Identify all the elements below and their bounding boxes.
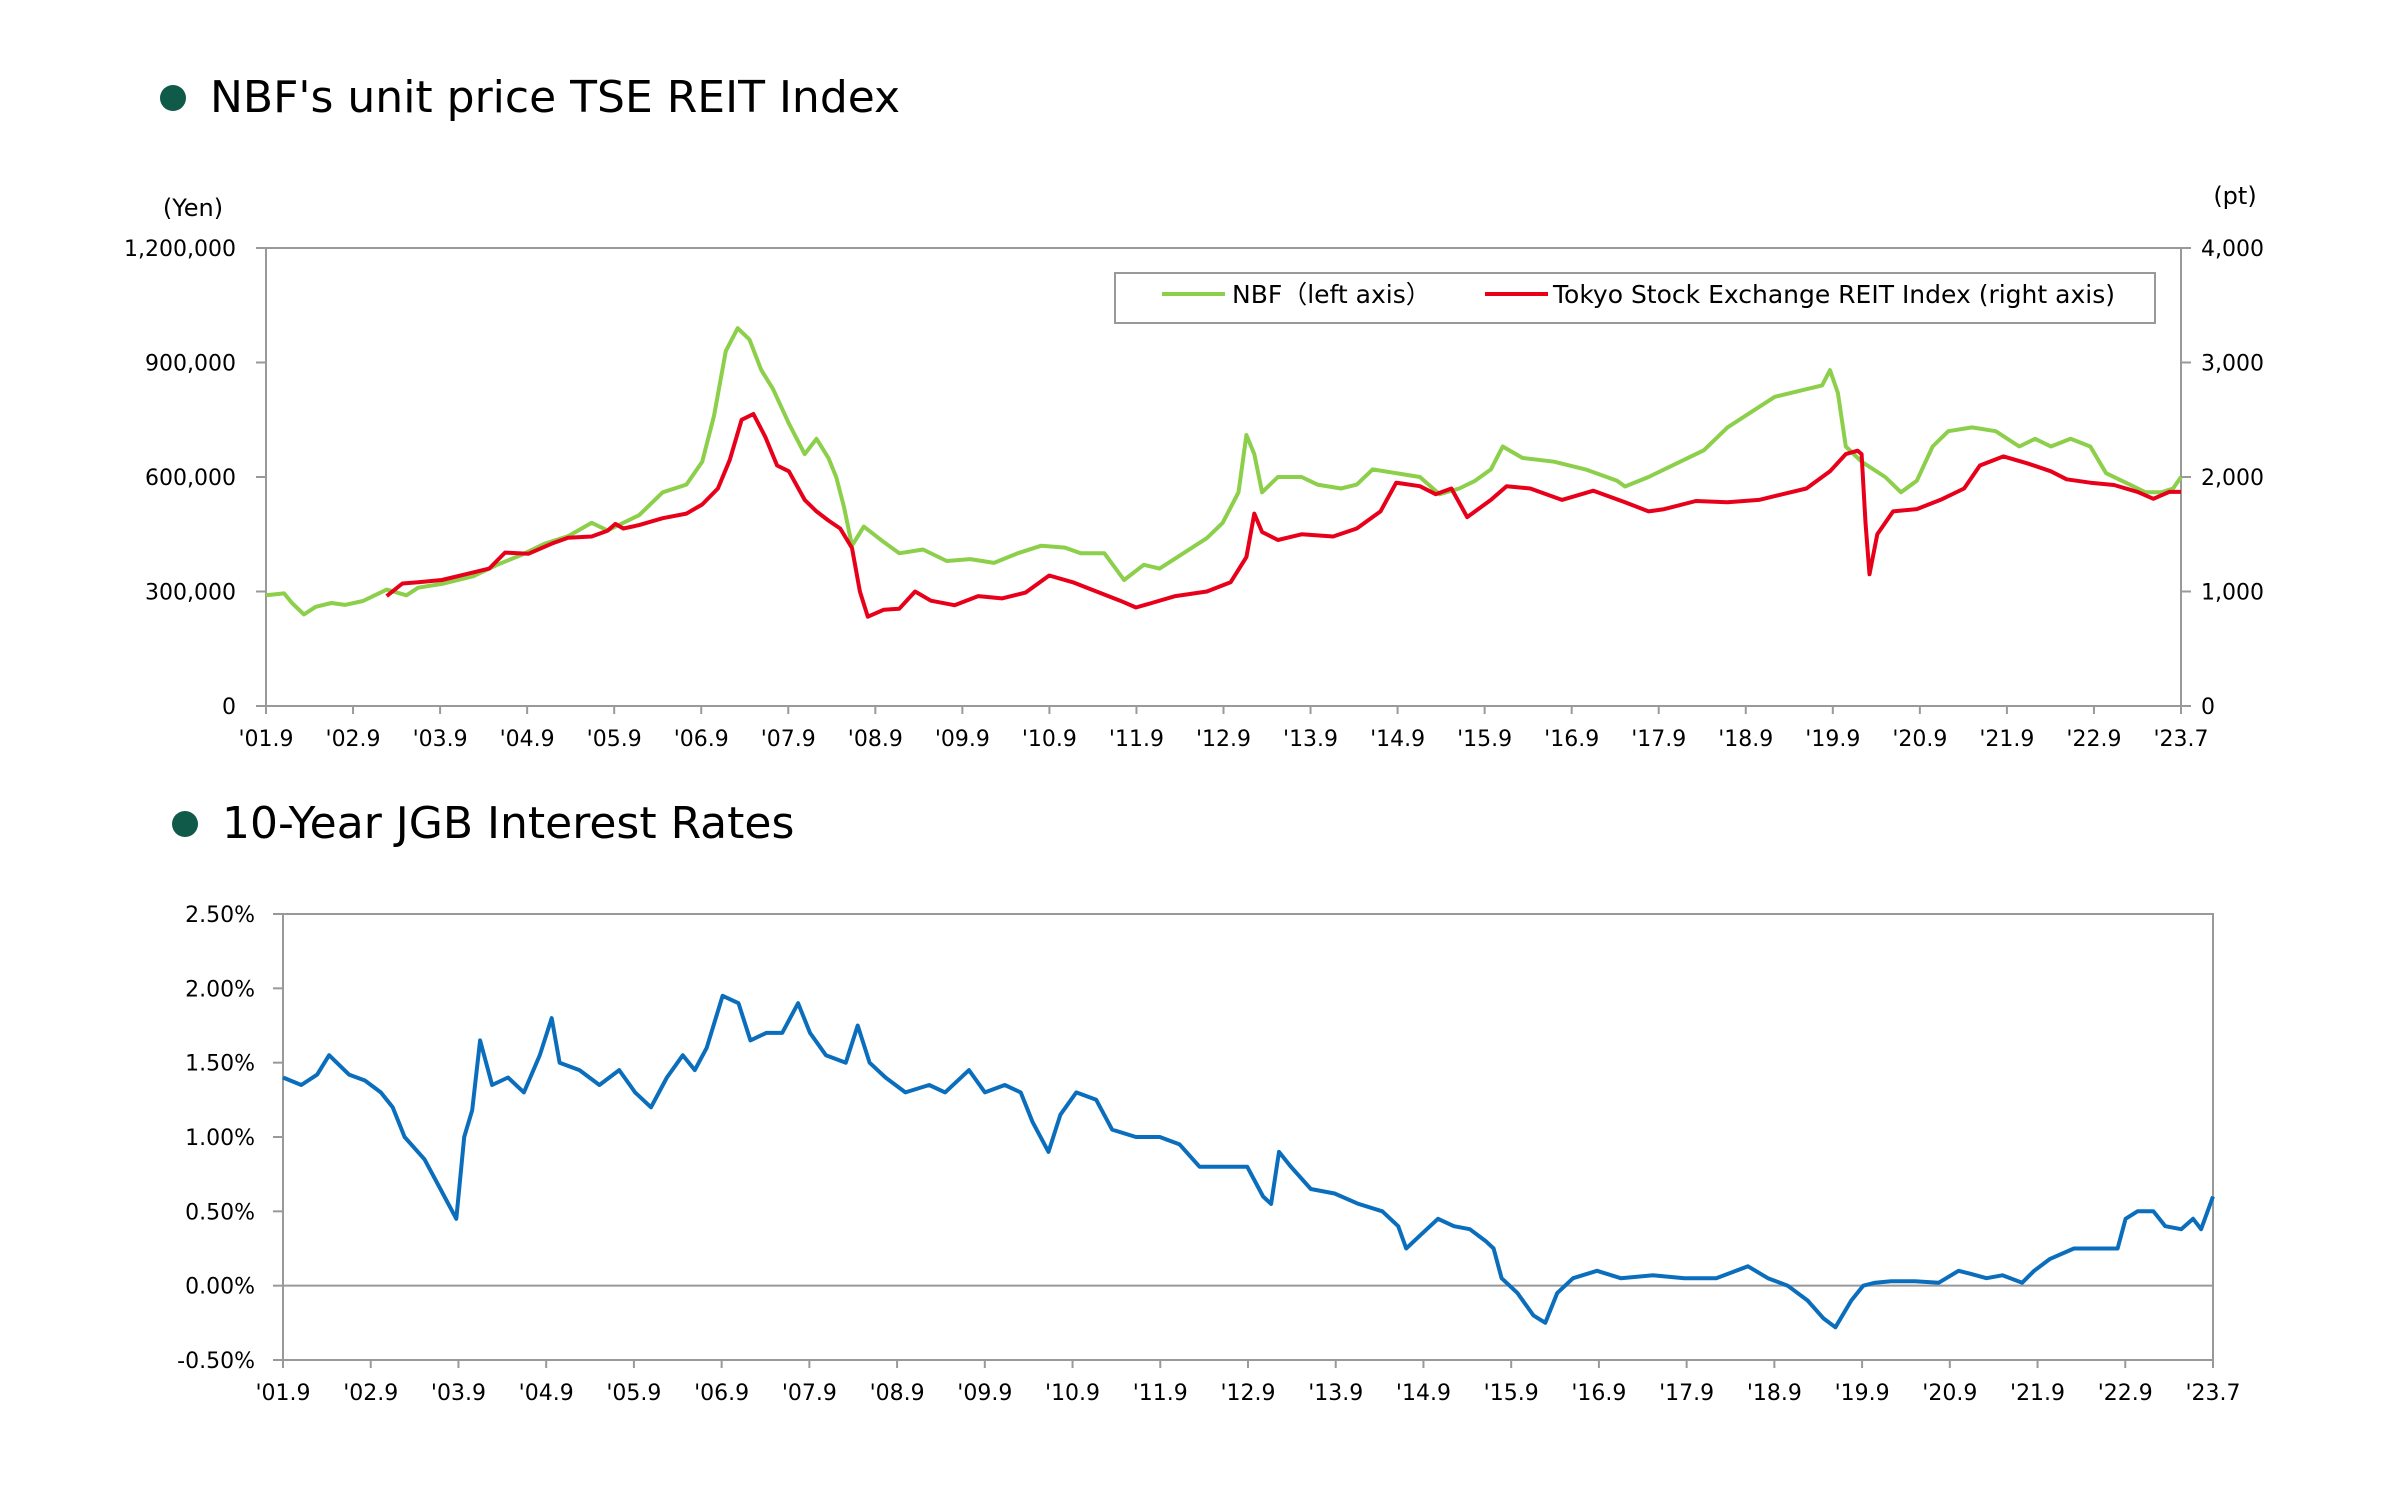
chart2-x-tick-label: '02.9 bbox=[343, 1381, 398, 1406]
chart1-x-tick-label: '10.9 bbox=[1022, 727, 1077, 752]
chart1-left-tick-label: 600,000 bbox=[145, 466, 236, 491]
chart2-x-tick-label: '20.9 bbox=[1922, 1381, 1977, 1406]
chart1-x-tick-label: '07.9 bbox=[761, 727, 816, 752]
chart1-x-tick-label: '02.9 bbox=[326, 727, 381, 752]
chart1-x-tick-label: '15.9 bbox=[1457, 727, 1512, 752]
legend-label-nbf: NBF（left axis） bbox=[1232, 280, 1431, 309]
chart2-x-tick-label: '11.9 bbox=[1133, 1381, 1188, 1406]
chart1-right-tick-label: 4,000 bbox=[2201, 237, 2264, 262]
chart2-x-tick-label: '06.9 bbox=[694, 1381, 749, 1406]
chart2-x-tick-label: '19.9 bbox=[1835, 1381, 1890, 1406]
chart2-x-tick-label: '15.9 bbox=[1484, 1381, 1539, 1406]
chart1-x-tick-label: '22.9 bbox=[2066, 727, 2121, 752]
series-line-nbf bbox=[265, 326, 2183, 617]
chart1-right-tick-label: 2,000 bbox=[2201, 466, 2264, 491]
chart1-x-tick-label: '04.9 bbox=[500, 727, 555, 752]
chart2-x-tick-label: '18.9 bbox=[1747, 1381, 1802, 1406]
chart2-x-tick-label: '10.9 bbox=[1045, 1381, 1100, 1406]
section-title-nbf: NBF's unit price TSE REIT Index bbox=[160, 72, 900, 123]
section-title-jgb: 10-Year JGB Interest Rates bbox=[172, 798, 794, 849]
chart1-left-unit: (Yen) bbox=[163, 194, 223, 222]
chart1-x-tick-label: '11.9 bbox=[1109, 727, 1164, 752]
series-line-reit bbox=[385, 412, 2181, 619]
chart2-x-tick-label: '22.9 bbox=[2098, 1381, 2153, 1406]
chart2-x-tick-label: '08.9 bbox=[870, 1381, 925, 1406]
chart2-y-tick-label: 1.50% bbox=[185, 1052, 255, 1077]
chart2-y-tick-label: 1.00% bbox=[185, 1126, 255, 1151]
chart2-x-tick-label: '05.9 bbox=[606, 1381, 661, 1406]
chart2-x-tick-label: '07.9 bbox=[782, 1381, 837, 1406]
legend-label-reit: Tokyo Stock Exchange REIT Index (right a… bbox=[1552, 280, 2115, 309]
chart1-x-tick-label: '23.7 bbox=[2153, 727, 2208, 752]
chart1-right-tick-label: 1,000 bbox=[2201, 581, 2264, 606]
chart2-y-tick-label: 0.00% bbox=[185, 1275, 255, 1300]
chart2-y-tick-label: 2.00% bbox=[185, 977, 255, 1002]
chart1-x-tick-label: '19.9 bbox=[1805, 727, 1860, 752]
chart1-left-tick-label: 900,000 bbox=[145, 352, 236, 377]
chart2-x-tick-label: '23.7 bbox=[2185, 1381, 2240, 1406]
chart1-x-tick-label: '08.9 bbox=[848, 727, 903, 752]
chart1-legend bbox=[1114, 272, 2156, 324]
chart1-right-unit: (pt) bbox=[2213, 182, 2256, 210]
chart1-left-tick-label: 0 bbox=[222, 695, 236, 720]
chart2-x-tick-label: '12.9 bbox=[1220, 1381, 1275, 1406]
chart2-y-tick-label: 2.50% bbox=[185, 903, 255, 928]
chart1-right-tick-label: 0 bbox=[2201, 695, 2215, 720]
chart1-x-tick-label: '06.9 bbox=[674, 727, 729, 752]
chart1-x-tick-label: '17.9 bbox=[1631, 727, 1686, 752]
chart1-title: NBF's unit price TSE REIT Index bbox=[210, 72, 901, 123]
chart1-x-tick-label: '01.9 bbox=[238, 727, 293, 752]
chart2-x-tick-label: '09.9 bbox=[957, 1381, 1012, 1406]
chart1-left-tick-label: 1,200,000 bbox=[124, 237, 236, 262]
chart2-y-tick-label: -0.50% bbox=[177, 1349, 255, 1374]
chart1-x-tick-label: '13.9 bbox=[1283, 727, 1338, 752]
chart2-y-tick-label: 0.50% bbox=[185, 1200, 255, 1225]
chart2-x-tick-label: '01.9 bbox=[255, 1381, 310, 1406]
chart2-x-tick-label: '14.9 bbox=[1396, 1381, 1451, 1406]
chart2-x-tick-label: '21.9 bbox=[2010, 1381, 2065, 1406]
chart1-x-tick-label: '18.9 bbox=[1718, 727, 1773, 752]
chart2-x-tick-label: '17.9 bbox=[1659, 1381, 1714, 1406]
bullet-icon bbox=[172, 810, 198, 837]
chart2-x-tick-label: '03.9 bbox=[431, 1381, 486, 1406]
chart2-x-tick-label: '16.9 bbox=[1571, 1381, 1626, 1406]
chart1-right-tick-label: 3,000 bbox=[2201, 352, 2264, 377]
chart2-plot-frame bbox=[282, 913, 2214, 1361]
series-line-jgb bbox=[282, 993, 2215, 1330]
chart1-x-tick-label: '16.9 bbox=[1544, 727, 1599, 752]
chart1-x-tick-label: '21.9 bbox=[1979, 727, 2034, 752]
chart2-title: 10-Year JGB Interest Rates bbox=[222, 798, 795, 849]
chart2-x-tick-label: '13.9 bbox=[1308, 1381, 1363, 1406]
chart1-x-tick-label: '09.9 bbox=[935, 727, 990, 752]
bullet-icon bbox=[160, 84, 186, 111]
chart1-x-tick-label: '14.9 bbox=[1370, 727, 1425, 752]
chart1-x-tick-label: '05.9 bbox=[587, 727, 642, 752]
chart1-x-tick-label: '03.9 bbox=[413, 727, 468, 752]
chart1-x-tick-label: '12.9 bbox=[1196, 727, 1251, 752]
chart2-x-tick-label: '04.9 bbox=[519, 1381, 574, 1406]
chart1-left-tick-label: 300,000 bbox=[145, 581, 236, 606]
chart1-x-tick-label: '20.9 bbox=[1892, 727, 1947, 752]
